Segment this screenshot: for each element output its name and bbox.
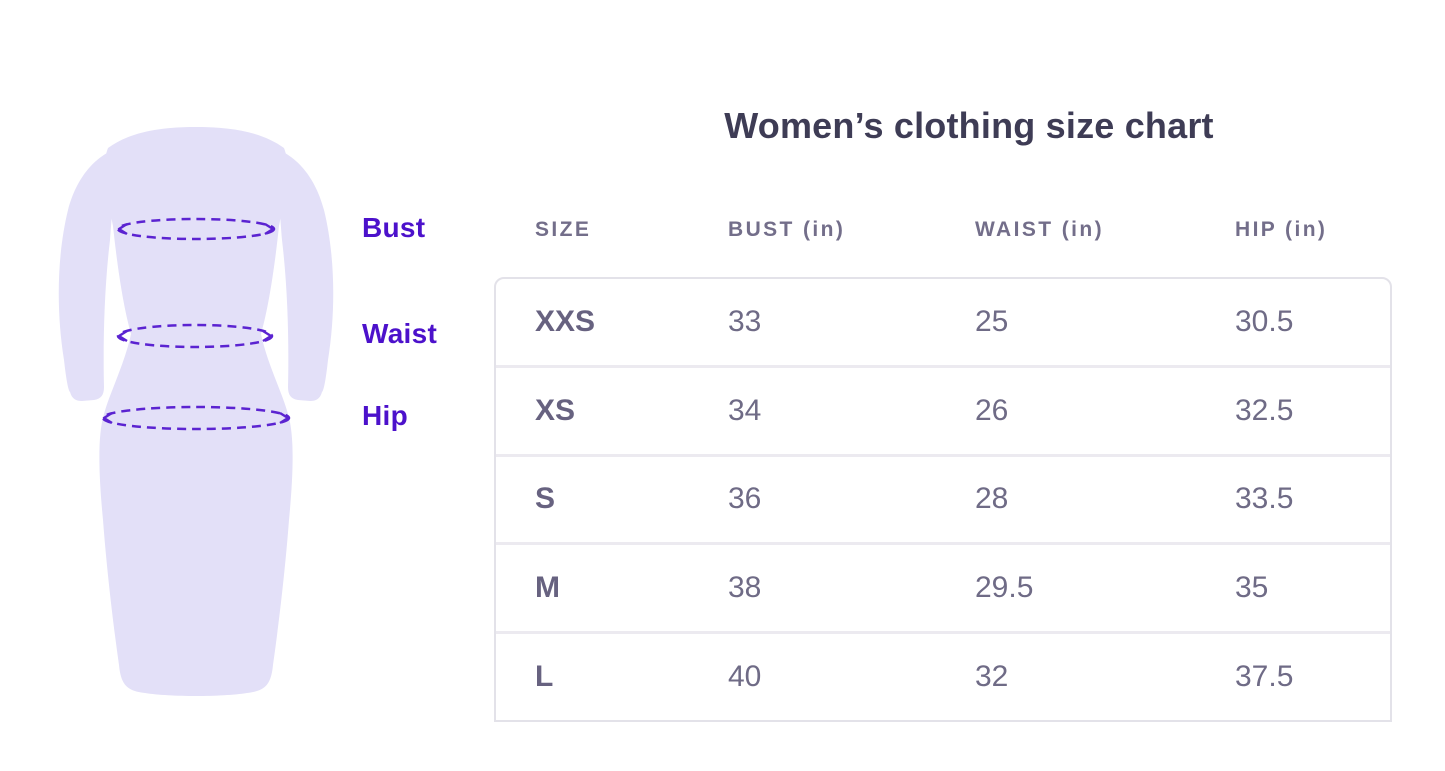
table-row: XXS 33 25 30.5 [496,279,1390,365]
column-header-hip: HIP (in) [1235,218,1328,241]
size-table: XXS 33 25 30.5 XS 34 26 32.5 S 36 28 33.… [494,277,1392,722]
hip-measure-arrows [102,411,290,425]
cell-hip: 30.5 [1235,304,1294,338]
table-row: XS 34 26 32.5 [496,364,1390,454]
dress-body [99,127,293,696]
table-header-row: SIZE BUST (in) WAIST (in) HIP (in) [494,218,1392,242]
waist-measure-arrows [117,329,273,343]
cell-waist: 25 [975,304,1009,338]
waist-label: Waist [362,318,438,349]
cell-hip: 35 [1235,571,1269,605]
cell-waist: 28 [975,482,1009,516]
dress-illustration [58,127,334,696]
bust-measure-arrows [117,222,275,236]
column-header-bust: BUST (in) [728,218,846,241]
column-header-waist: WAIST (in) [975,218,1104,241]
page-title: Women’s clothing size chart [724,105,1214,146]
cell-size: L [535,660,554,694]
cell-bust: 36 [728,482,762,516]
cell-waist: 32 [975,660,1009,694]
cell-bust: 40 [728,660,762,694]
table-row: S 36 28 33.5 [496,453,1390,543]
cell-size: XS [535,393,576,427]
cell-waist: 29.5 [975,571,1034,605]
table-row: M 38 29.5 35 [496,542,1390,631]
dress-right-sleeve [274,148,334,401]
cell-hip: 37.5 [1235,660,1294,694]
cell-hip: 32.5 [1235,393,1294,427]
cell-size: S [535,482,556,516]
cell-bust: 33 [728,304,762,338]
cell-size: M [535,571,560,605]
cell-size: XXS [535,304,596,338]
column-header-size: SIZE [535,218,592,241]
hip-label: Hip [362,400,409,431]
cell-waist: 26 [975,393,1009,427]
dress-left-sleeve [58,148,118,401]
table-row: L 40 32 37.5 [496,631,1390,720]
cell-hip: 33.5 [1235,482,1294,516]
cell-bust: 38 [728,571,762,605]
cell-bust: 34 [728,393,762,427]
bust-label: Bust [362,212,426,243]
